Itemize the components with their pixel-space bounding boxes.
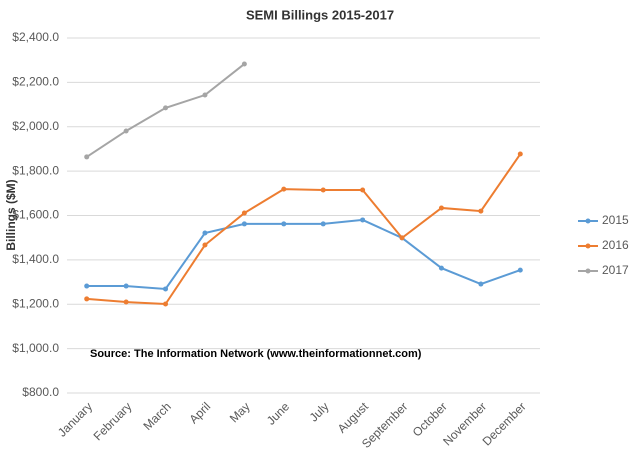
data-point xyxy=(438,205,444,211)
data-point xyxy=(281,186,287,192)
series-line xyxy=(86,153,522,306)
data-point xyxy=(399,235,405,241)
x-tick-label: June xyxy=(264,399,293,428)
data-point xyxy=(84,283,90,289)
data-point xyxy=(281,221,287,227)
data-point xyxy=(163,105,169,111)
data-point xyxy=(163,286,169,292)
x-tick-label: March xyxy=(140,399,173,432)
x-tick-label: July xyxy=(307,399,332,424)
legend-marker xyxy=(585,218,591,224)
data-point xyxy=(478,281,484,287)
x-tick-label: January xyxy=(55,399,95,439)
series-line xyxy=(86,63,245,158)
data-point xyxy=(360,187,366,193)
legend-marker xyxy=(585,268,591,274)
data-point xyxy=(202,230,208,236)
legend-label: 2016 xyxy=(602,238,629,252)
y-tick-label: $1,000.0 xyxy=(12,341,59,355)
legend-label: 2015 xyxy=(602,213,629,227)
x-tick-label: February xyxy=(91,399,135,443)
y-tick-label: $2,200.0 xyxy=(12,75,59,89)
data-point xyxy=(478,208,484,214)
data-point xyxy=(241,221,247,227)
legend-label: 2017 xyxy=(602,263,629,277)
data-point xyxy=(320,187,326,193)
data-point xyxy=(84,154,90,160)
data-point xyxy=(517,151,523,157)
data-point xyxy=(123,283,129,289)
x-tick-label: May xyxy=(227,399,253,425)
data-point xyxy=(123,299,129,305)
y-tick-label: $1,200.0 xyxy=(12,296,59,310)
x-tick-label: April xyxy=(186,399,213,426)
chart-title: SEMI Billings 2015-2017 xyxy=(246,7,394,22)
x-tick-label: October xyxy=(410,399,450,439)
y-tick-label: $1,600.0 xyxy=(12,208,59,222)
data-point xyxy=(360,217,366,223)
y-tick-label: $2,000.0 xyxy=(12,119,59,133)
data-point xyxy=(163,301,169,307)
x-tick-label: December xyxy=(480,399,529,448)
data-point xyxy=(320,221,326,227)
x-tick-label: August xyxy=(335,399,372,436)
data-point xyxy=(202,242,208,248)
annotation: Source: The Information Network (www.the… xyxy=(90,348,422,360)
data-point xyxy=(241,210,247,216)
data-point xyxy=(517,267,523,273)
legend-marker xyxy=(585,243,591,249)
data-point xyxy=(202,92,208,98)
data-point xyxy=(84,296,90,302)
y-tick-label: $1,800.0 xyxy=(12,163,59,177)
y-tick-label: $800.0 xyxy=(22,385,59,399)
data-point xyxy=(123,128,129,134)
y-tick-label: $2,400.0 xyxy=(12,30,59,44)
data-point xyxy=(438,265,444,271)
y-axis-label: Billings ($M) xyxy=(4,179,18,250)
y-tick-label: $1,400.0 xyxy=(12,252,59,266)
series-line xyxy=(86,218,521,290)
data-point xyxy=(241,61,247,67)
